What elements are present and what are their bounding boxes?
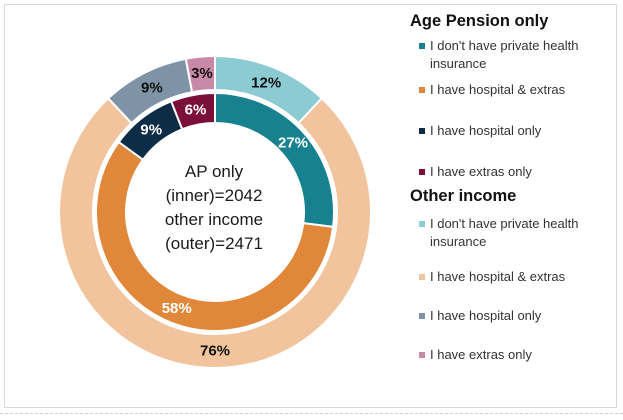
legend-swatch [419,274,425,280]
center-label: AP only (inner)=2042 other income (outer… [146,160,282,256]
legend-item-ap-hospital-extras: I have hospital & extras [410,81,615,99]
center-label-line-2: (inner)=2042 [165,186,263,205]
donut-slice-outer-i-have-extras-only [184,54,216,94]
legend-swatch [419,313,425,319]
legend-item-oi-hospital-extras: I have hospital & extras [410,268,615,286]
donut-label-inner-i-have-hospital-extras: 58% [162,300,192,317]
legend-item-ap-no-insurance: I don't have private health insurance [410,37,615,73]
donut-label-inner-i-have-extras-only: 6% [185,101,207,118]
legend-swatch [419,87,425,93]
donut-slice-inner-i-have-extras-only [169,91,216,131]
legend-swatch [419,43,425,49]
legend-item-label: I have hospital & extras [430,82,566,97]
legend-item-label: I have extras only [430,347,532,362]
legend-swatch [419,169,425,175]
legend-item-label: I have hospital & extras [430,269,566,284]
bottom-divider [0,411,623,414]
legend-item-label: I don't have private health insurance [430,216,579,249]
legend-item-ap-hospital-only: I have hospital only [410,122,615,140]
center-label-line-4: (outer)=2471 [165,234,263,253]
legend-swatch [419,221,425,227]
legend-item-oi-no-insurance: I don't have private health insurance [410,215,615,251]
legend-swatch [419,352,425,358]
legend-item-label: I don't have private health insurance [430,38,579,71]
legend-group-title-other-income: Other income [410,187,517,205]
legend-item-label: I have hospital only [430,308,542,323]
donut-label-outer-i-have-hospital-extras: 76% [200,343,230,360]
donut-slice-outer-i-have-hospital-extras [58,96,372,369]
donut-label-outer-i-have-extras-only: 3% [191,65,213,82]
center-label-line-1: AP only [184,162,244,181]
donut-slice-inner-i-have-hospital-extras [95,140,335,332]
donut-label-inner-i-don-t-have-private-health-insurance: 27% [278,135,308,152]
legend-item-oi-hospital-only: I have hospital only [410,307,615,325]
legend-swatch [419,128,425,134]
legend-item-label: I have hospital only [430,123,542,138]
donut-label-outer-i-have-hospital-only: 9% [141,80,163,97]
legend-group-age-pension: Age Pension only I don't have private he… [410,12,615,181]
legend-item-oi-extras-only: I have extras only [410,346,615,364]
donut-label-inner-i-have-hospital-only: 9% [140,121,162,138]
legend: Age Pension only I don't have private he… [410,12,615,364]
legend-group-other-income: Other income I don't have private health… [410,187,615,364]
center-label-line-3: other income [164,210,264,229]
legend-item-label: I have extras only [430,164,532,179]
legend-item-ap-extras-only: I have extras only [410,163,615,181]
donut-label-outer-i-don-t-have-private-health-insurance: 12% [251,74,281,91]
legend-group-title-age-pension: Age Pension only [410,12,549,30]
